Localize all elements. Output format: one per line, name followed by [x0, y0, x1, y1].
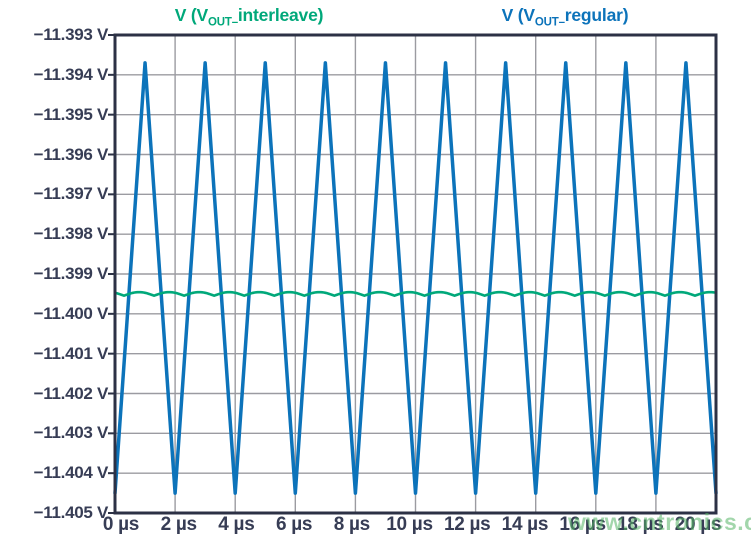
- y-tick-label: −11.394 V: [33, 64, 109, 84]
- x-tick-label: 20 µs: [674, 514, 722, 535]
- y-tick-label: −11.404 V: [33, 463, 109, 483]
- legend-interleave-sub: OUT–: [208, 16, 238, 29]
- x-tick-label: 6 µs: [276, 514, 313, 535]
- legend-interleave: V (VOUT–interleave): [174, 5, 324, 29]
- y-tick-label: −11.395 V: [33, 104, 109, 124]
- x-axis-labels: 0 µs 2 µs 4 µs 6 µs 8 µs 10 µs 12 µs 14 µs 16 µs…: [0, 514, 751, 546]
- legend-regular: V (VOUT–regular): [502, 5, 629, 29]
- y-tick-label: −11.402 V: [33, 383, 109, 403]
- x-tick-label: 8 µs: [333, 514, 370, 535]
- y-tick-label: −11.400 V: [33, 303, 109, 323]
- x-tick-label: 2 µs: [160, 514, 197, 535]
- legend-interleave-pre: V (V: [174, 5, 209, 25]
- legend-regular-post: regular): [564, 5, 629, 25]
- x-tick-label: 0 µs: [102, 514, 140, 535]
- x-tick-label: 10 µs: [386, 514, 433, 535]
- y-tick-label: −11.398 V: [33, 224, 109, 244]
- legend-regular-pre: V (V: [501, 5, 535, 25]
- watermark-text: www.cntronics.com: [568, 509, 751, 535]
- y-tick-label: −11.403 V: [33, 423, 109, 443]
- x-tick-label: 14 µs: [501, 514, 549, 535]
- y-axis-labels: −11.393 V −11.394 V −11.395 V −11.396 V −11.…: [0, 0, 109, 553]
- x-tick-label: 18 µs: [617, 514, 664, 535]
- x-tick-label: 12 µs: [443, 514, 491, 535]
- y-tick-label: −11.405 V: [33, 503, 109, 522]
- y-tick-label: −11.399 V: [33, 264, 109, 283]
- x-tick-label: 16 µs: [559, 514, 606, 535]
- legend-interleave-post: interleave): [237, 5, 324, 25]
- y-tick-label: −11.393 V: [33, 25, 109, 44]
- y-tick-label: −11.401 V: [33, 343, 109, 363]
- x-tick-label: 4 µs: [218, 514, 255, 535]
- legend-regular-sub: OUT–: [534, 16, 565, 29]
- y-tick-label: −11.397 V: [33, 184, 109, 204]
- y-tick-label: −11.396 V: [33, 144, 109, 164]
